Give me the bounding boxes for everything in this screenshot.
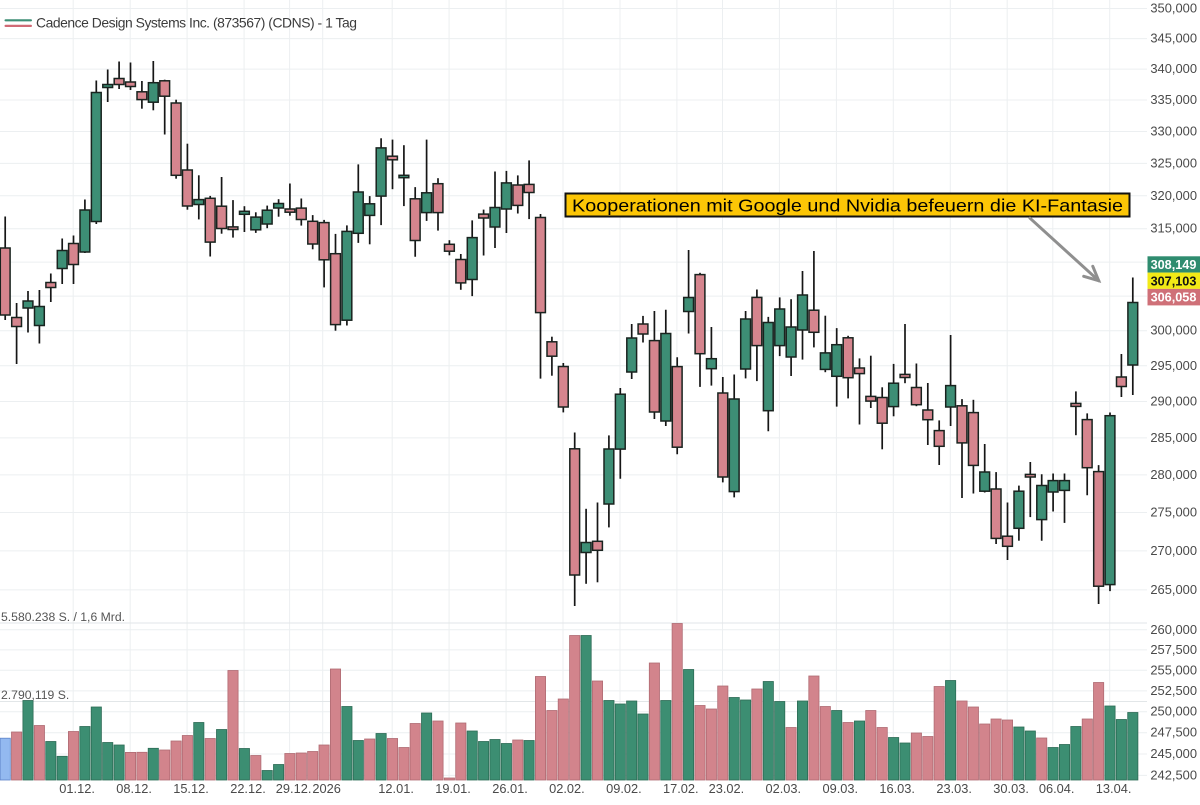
svg-text:17.02.: 17.02. <box>663 781 699 796</box>
svg-text:255,000: 255,000 <box>1150 662 1197 677</box>
svg-text:325,000: 325,000 <box>1150 155 1197 170</box>
svg-text:08.12.: 08.12. <box>116 781 152 796</box>
svg-text:345,000: 345,000 <box>1150 31 1197 46</box>
svg-text:22.12.: 22.12. <box>230 781 266 796</box>
svg-text:245,000: 245,000 <box>1150 746 1197 761</box>
svg-text:275,000: 275,000 <box>1150 505 1197 520</box>
svg-text:15.12.: 15.12. <box>173 781 209 796</box>
svg-text:242,500: 242,500 <box>1150 767 1197 782</box>
svg-text:340,000: 340,000 <box>1150 61 1197 76</box>
svg-text:02.03.: 02.03. <box>766 781 802 796</box>
svg-text:315,000: 315,000 <box>1150 221 1197 236</box>
svg-text:270,000: 270,000 <box>1150 543 1197 558</box>
svg-text:23.03.: 23.03. <box>936 781 972 796</box>
svg-text:23.02.: 23.02. <box>709 781 745 796</box>
svg-text:16.03.: 16.03. <box>879 781 915 796</box>
svg-text:5.580.238 S. / 1,6 Mrd.: 5.580.238 S. / 1,6 Mrd. <box>1 610 125 624</box>
svg-text:335,000: 335,000 <box>1150 92 1197 107</box>
svg-text:250,000: 250,000 <box>1150 704 1197 719</box>
svg-text:306,058: 306,058 <box>1151 291 1197 305</box>
svg-text:290,000: 290,000 <box>1150 394 1197 409</box>
svg-text:295,000: 295,000 <box>1150 358 1197 373</box>
svg-text:330,000: 330,000 <box>1150 124 1197 139</box>
svg-text:Cadence Design Systems Inc. (8: Cadence Design Systems Inc. (873567) (CD… <box>36 15 357 31</box>
svg-text:265,000: 265,000 <box>1150 582 1197 597</box>
svg-text:19.01.: 19.01. <box>435 781 471 796</box>
svg-text:350,000: 350,000 <box>1150 1 1197 16</box>
svg-text:30.03.: 30.03. <box>993 781 1029 796</box>
svg-text:260,000: 260,000 <box>1150 622 1197 637</box>
svg-text:300,000: 300,000 <box>1150 323 1197 338</box>
svg-text:26.01.: 26.01. <box>492 781 528 796</box>
svg-text:Kooperationen mit Google und N: Kooperationen mit Google und Nvidia befe… <box>572 196 1123 216</box>
svg-text:307,103: 307,103 <box>1151 274 1197 288</box>
svg-text:09.03.: 09.03. <box>823 781 859 796</box>
svg-text:252,500: 252,500 <box>1150 683 1197 698</box>
svg-text:06.04.: 06.04. <box>1039 781 1075 796</box>
svg-text:247,500: 247,500 <box>1150 725 1197 740</box>
svg-text:13.04.: 13.04. <box>1096 781 1132 796</box>
svg-text:280,000: 280,000 <box>1150 467 1197 482</box>
svg-text:285,000: 285,000 <box>1150 430 1197 445</box>
svg-text:01.12.: 01.12. <box>59 781 95 796</box>
svg-text:29.12.: 29.12. <box>276 781 312 796</box>
svg-text:308,149: 308,149 <box>1151 258 1197 272</box>
svg-text:09.02.: 09.02. <box>606 781 642 796</box>
svg-text:2.790,119 S.: 2.790,119 S. <box>1 688 69 702</box>
svg-text:12.01.: 12.01. <box>378 781 414 796</box>
svg-text:2026: 2026 <box>312 781 340 796</box>
svg-text:02.02.: 02.02. <box>549 781 585 796</box>
svg-text:257,500: 257,500 <box>1150 642 1197 657</box>
svg-text:320,000: 320,000 <box>1150 188 1197 203</box>
